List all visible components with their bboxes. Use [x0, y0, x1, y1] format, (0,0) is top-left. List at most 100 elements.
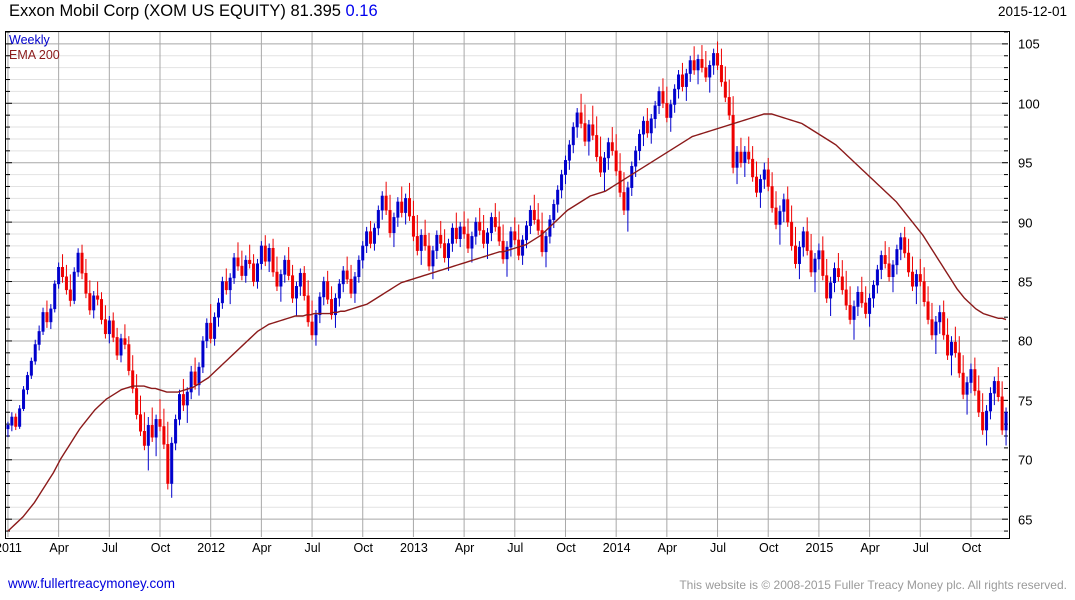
candle-body	[638, 133, 642, 152]
candle-body	[139, 414, 143, 432]
candle-body	[88, 293, 92, 311]
candle-body	[985, 410, 989, 431]
candle-body	[431, 250, 435, 267]
candle-body	[579, 112, 583, 124]
candle-body	[419, 234, 423, 251]
chart-legend: Weekly EMA 200	[9, 33, 60, 63]
candle-body	[969, 369, 973, 383]
candle-body	[809, 250, 813, 273]
website-link[interactable]: www.fullertreacymoney.com	[8, 576, 176, 591]
candle-body	[965, 382, 969, 395]
candle-body	[443, 243, 447, 259]
candle-body	[435, 234, 439, 251]
candle-body	[891, 264, 895, 278]
candle-body	[365, 231, 369, 247]
chart-header: Exxon Mobil Corp (XOM US EQUITY) 81.395 …	[0, 0, 1075, 26]
candle-body	[688, 60, 692, 74]
candle-body	[341, 270, 345, 285]
candle-body	[899, 237, 903, 250]
ema200-line	[7, 113, 1007, 532]
x-axis-tick: 2013	[400, 541, 428, 555]
candle-body	[205, 322, 209, 342]
candle-body	[478, 221, 482, 231]
candle-body	[821, 250, 825, 276]
candle-body	[852, 306, 856, 320]
candle-body	[981, 411, 985, 431]
candle-body	[595, 135, 599, 158]
candle-body	[657, 91, 661, 106]
candle-body	[392, 217, 396, 234]
candle-body	[142, 430, 146, 446]
candle-body	[427, 245, 431, 267]
candle-body	[610, 142, 614, 152]
candle-body	[408, 198, 412, 217]
candle-body	[259, 245, 263, 264]
candle-body	[174, 419, 178, 444]
candle-body	[287, 259, 291, 276]
y-axis-tick: 65	[1018, 512, 1033, 528]
candle-body	[252, 263, 256, 282]
chart-plot-area[interactable]	[5, 31, 1010, 539]
candle-body	[957, 352, 961, 374]
candle-body	[411, 215, 415, 237]
candle-body	[918, 274, 922, 282]
candle-body	[766, 169, 770, 187]
candle-body	[232, 257, 236, 279]
candle-body	[692, 60, 696, 71]
candle-body	[53, 283, 57, 310]
y-axis-labels: 65 70 75 80 85 90 95 100 105	[1013, 31, 1073, 539]
candle-body	[248, 259, 252, 264]
candle-body	[583, 123, 587, 142]
candle-body	[400, 201, 404, 213]
x-axis-tick: Oct	[150, 541, 171, 555]
candle-body	[49, 308, 53, 323]
x-axis-tick: Oct	[556, 541, 576, 555]
candle-body	[501, 240, 505, 260]
candle-body	[895, 249, 899, 266]
candle-body	[953, 341, 957, 354]
candle-body	[466, 233, 470, 249]
candle-body	[817, 250, 821, 260]
candle-body	[673, 88, 677, 105]
y-axis-tick: 70	[1018, 452, 1033, 468]
candle-body	[602, 157, 606, 173]
price-change: 0.16	[345, 2, 378, 20]
candle-body	[665, 103, 669, 118]
y-axis-tick: 90	[1018, 215, 1033, 231]
candle-body	[887, 263, 891, 278]
candle-body	[170, 442, 174, 484]
candle-body	[10, 416, 14, 426]
candle-body	[606, 142, 610, 159]
candle-body	[330, 299, 334, 316]
candle-body	[228, 277, 232, 291]
candle-body	[778, 211, 782, 225]
candle-body	[521, 239, 525, 256]
x-axis-tick: 2014	[602, 541, 631, 555]
candle-body	[263, 245, 267, 262]
candle-body	[926, 301, 930, 320]
candle-body	[162, 426, 166, 445]
candle-body	[489, 217, 493, 234]
candle-body	[996, 381, 1000, 398]
axis-ticks	[6, 32, 1008, 532]
candle-body	[571, 126, 575, 146]
candle-body	[123, 338, 127, 345]
candle-body	[560, 174, 564, 191]
x-axis-tick: Apr	[454, 541, 475, 555]
x-axis-tick: Apr	[657, 541, 678, 555]
candle-body	[649, 118, 653, 134]
candle-body	[856, 291, 860, 307]
copyright-notice: This website is © 2008-2015 Fuller Treac…	[679, 578, 1067, 592]
candle-body	[450, 227, 454, 244]
candle-body	[423, 234, 427, 247]
candle-body	[801, 231, 805, 248]
candle-body	[563, 160, 567, 175]
candle-body	[532, 209, 536, 220]
x-axis-labels: 2011 Apr Jul Oct 2012 Apr Jul Oct 2013 Apr Jul Oct 2…	[0, 541, 1075, 561]
candle-body	[758, 179, 762, 193]
candle-body	[528, 209, 532, 226]
candle-body	[353, 276, 357, 294]
candle-body	[275, 271, 279, 287]
instrument-title: Exxon Mobil Corp (XOM US EQUITY) 81.395	[9, 2, 341, 20]
candle-body	[185, 391, 189, 406]
